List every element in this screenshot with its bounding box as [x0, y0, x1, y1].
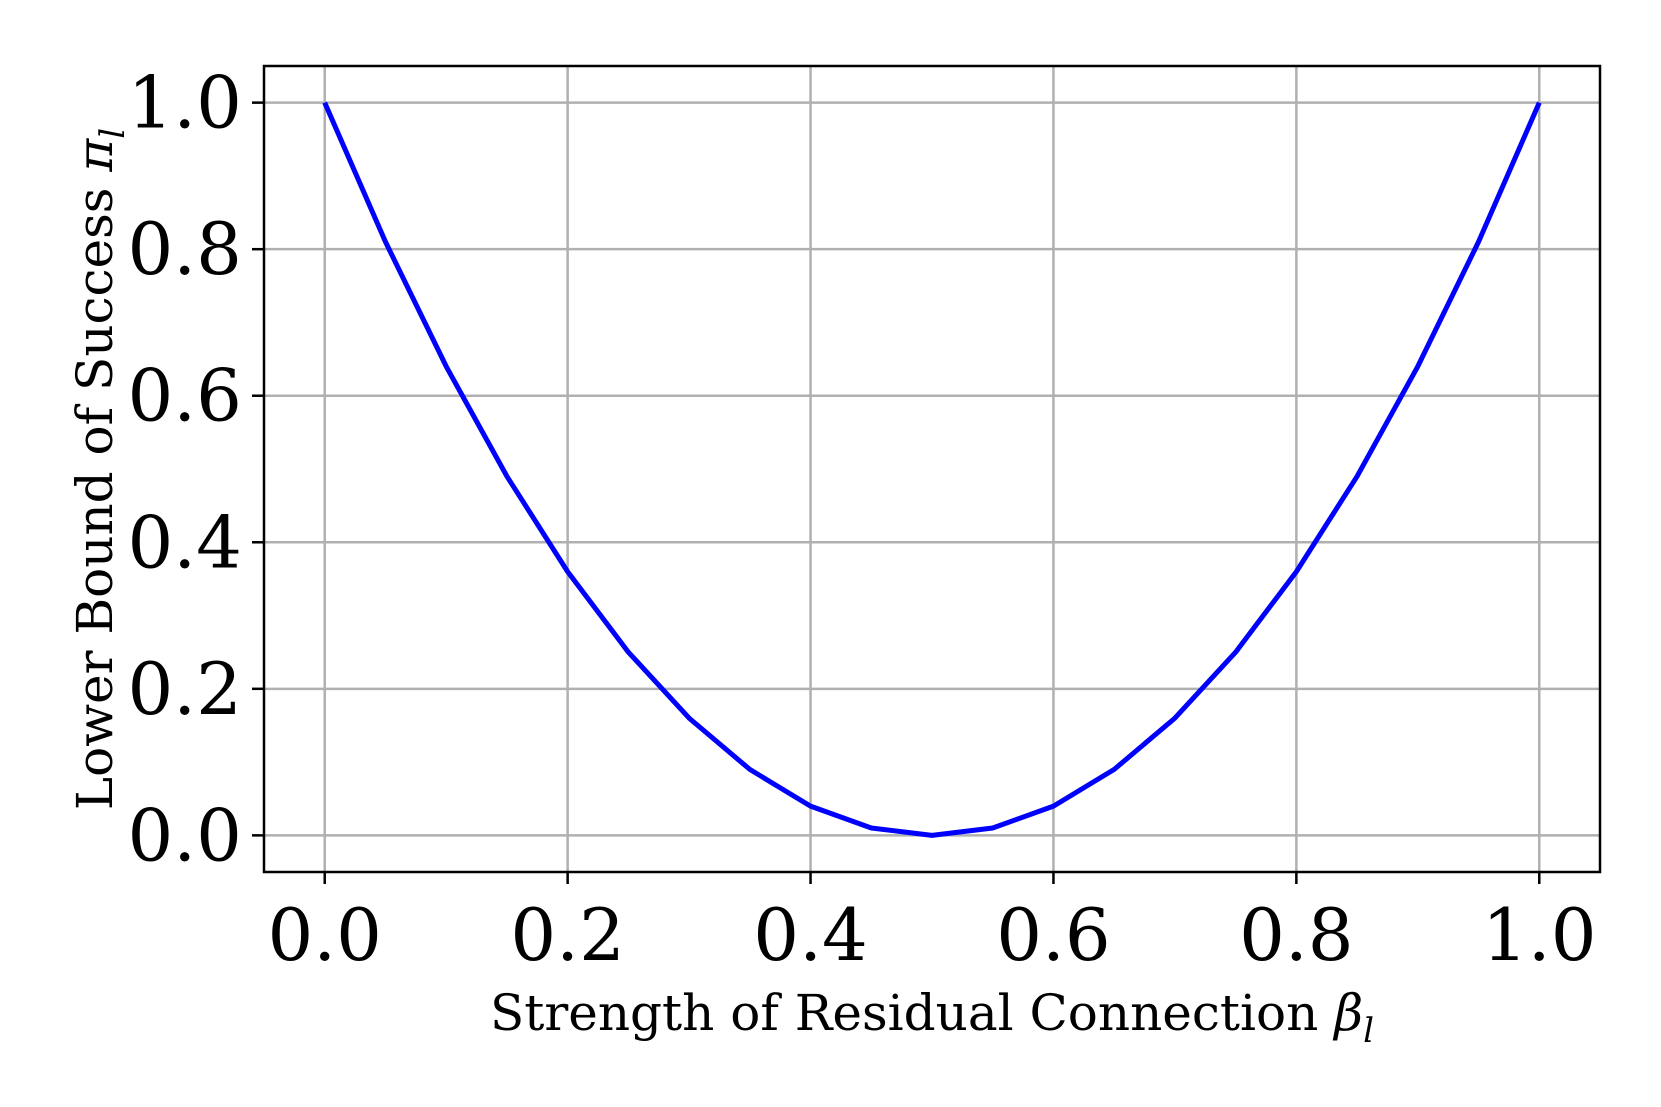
grid: [264, 66, 1600, 872]
y-axis-label-symbol: π: [66, 138, 124, 173]
y-tick-label: 1.0: [127, 61, 242, 145]
x-axis-label-subscript: l: [1363, 1011, 1374, 1051]
x-tick-label: 1.0: [1482, 893, 1597, 977]
y-tick-label: 0.8: [127, 207, 242, 291]
y-axis: 0.0 0.2 0.4 0.6 0.8 1.0: [127, 61, 264, 877]
x-axis: 0.0 0.2 0.4 0.6 0.8 1.0: [267, 872, 1597, 977]
y-tick-label: 0.4: [127, 500, 242, 584]
x-tick-label: 0.8: [1239, 893, 1354, 977]
y-axis-label: Lower Bound of Success πl: [66, 128, 133, 810]
y-tick-label: 0.0: [127, 793, 242, 877]
x-axis-label-symbol: β: [1332, 984, 1363, 1042]
plot-frame: [262, 64, 1602, 874]
x-tick-label: 0.0: [267, 893, 382, 977]
y-tick-label: 0.2: [127, 647, 242, 731]
y-axis-label-subscript: l: [93, 128, 133, 139]
y-axis-label-text: Lower Bound of Success: [66, 172, 124, 810]
x-tick-label: 0.4: [753, 893, 868, 977]
series-layer: [322, 101, 1542, 838]
x-axis-label-text: Strength of Residual Connection: [490, 984, 1334, 1042]
x-tick-label: 0.2: [510, 893, 625, 977]
x-tick-label: 0.6: [996, 893, 1111, 977]
y-tick-label: 0.6: [127, 354, 242, 438]
series-line: [322, 101, 1542, 838]
x-axis-label: Strength of Residual Connection βl: [490, 984, 1374, 1051]
